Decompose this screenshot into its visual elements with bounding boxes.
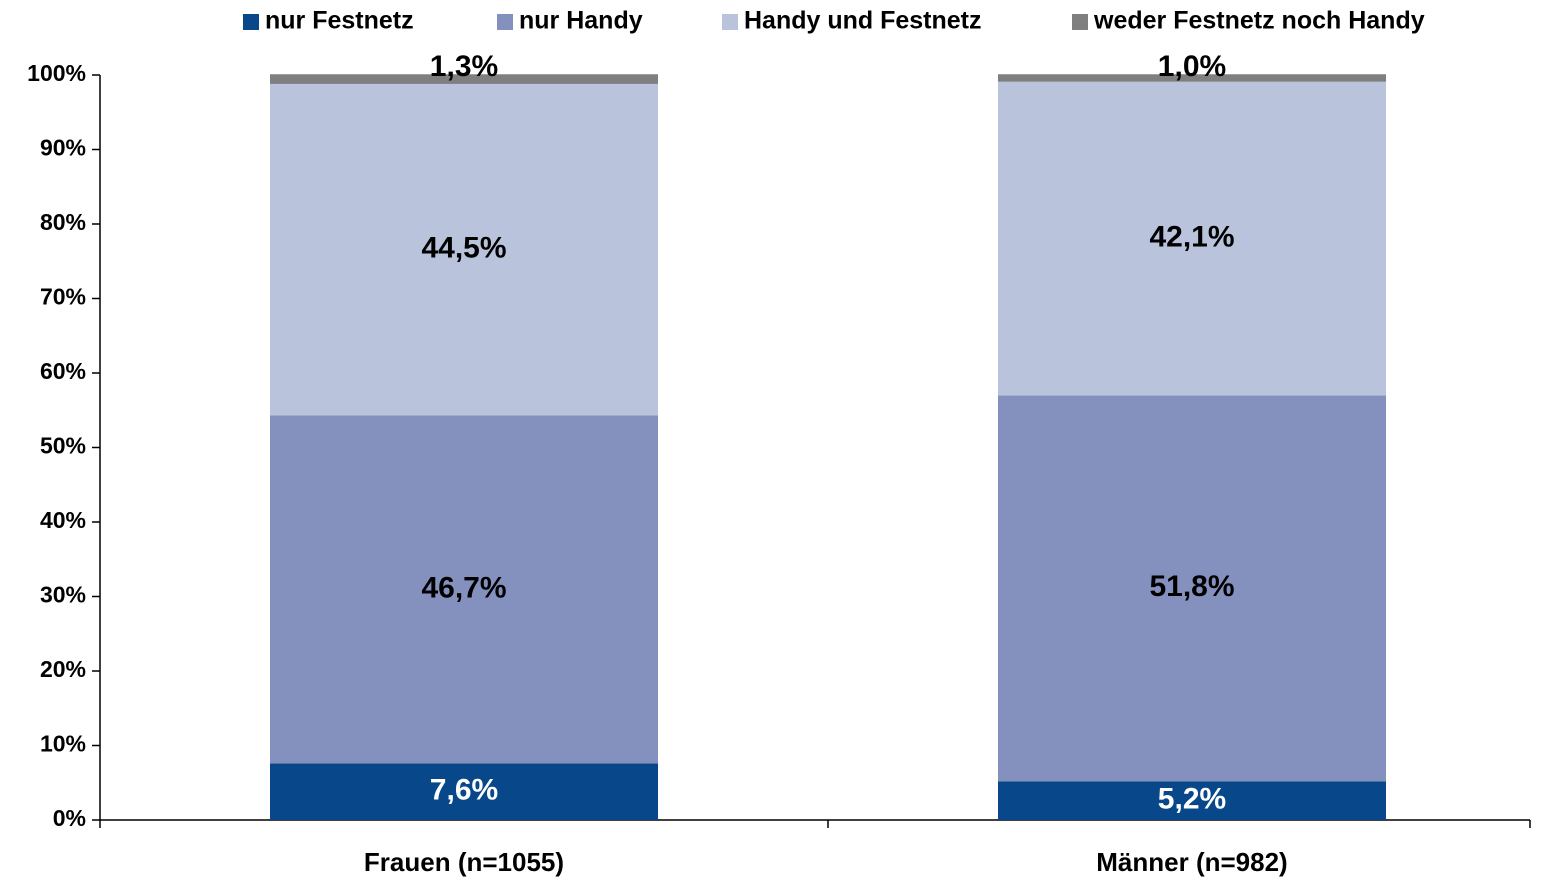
legend-label: weder Festnetz noch Handy [1093,7,1425,35]
y-tick-label: 70% [40,284,86,310]
x-tick-label: Frauen (n=1055) [364,847,564,877]
bar-segment [998,81,1386,396]
bar-segment [998,781,1386,820]
y-tick-label: 30% [40,582,86,608]
legend-label: Handy und Festnetz [744,7,982,35]
legend-swatch [497,14,513,30]
value-label: 42,1% [1149,220,1234,253]
bar-segment [270,74,658,84]
y-tick-label: 100% [27,60,86,86]
value-label: 51,8% [1149,570,1234,603]
legend-swatch [722,14,738,30]
y-tick-label: 0% [53,805,86,831]
value-label: 1,0% [1158,50,1226,83]
y-tick-label: 60% [40,358,86,384]
bar-segment [270,83,658,416]
y-tick-label: 10% [40,731,86,757]
y-tick-label: 50% [40,433,86,459]
legend-label: nur Festnetz [265,7,414,35]
legend-label: nur Handy [519,7,643,35]
legend-swatch [1072,14,1088,30]
legend-swatch [243,14,259,30]
y-tick-label: 40% [40,507,86,533]
value-label: 44,5% [421,232,506,265]
value-label: 7,6% [430,774,498,807]
bar-segment [270,415,658,764]
value-label: 46,7% [421,571,506,604]
x-tick-label: Männer (n=982) [1096,847,1287,877]
y-tick-label: 90% [40,135,86,161]
bar-segment [998,395,1386,782]
bar-segment [998,74,1386,82]
bar-segment [270,763,658,820]
value-label: 5,2% [1158,783,1226,816]
value-label: 1,3% [430,50,498,83]
y-tick-label: 20% [40,656,86,682]
y-tick-label: 80% [40,209,86,235]
